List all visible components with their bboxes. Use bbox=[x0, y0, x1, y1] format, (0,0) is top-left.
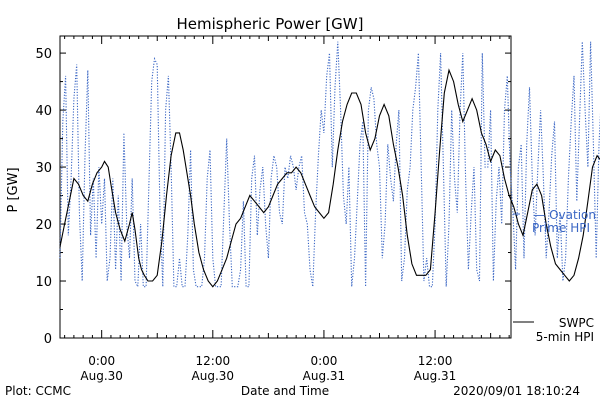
x-axis-label: Date and Time bbox=[241, 384, 329, 398]
chart-title: Hemispheric Power [GW] bbox=[177, 15, 364, 33]
ovation-prime-series-line bbox=[59, 41, 600, 288]
x-tick-time-label: 12:00 bbox=[418, 354, 453, 368]
y-tick-label: 40 bbox=[35, 104, 52, 119]
legend-ovation-line1: — Ovation bbox=[533, 208, 596, 222]
plot-credit: Plot: CCMC bbox=[5, 384, 71, 398]
series-layer bbox=[59, 41, 600, 288]
x-tick-date-label: Aug.30 bbox=[192, 369, 235, 383]
legend-swpc-line2: 5-min HPI bbox=[536, 330, 594, 344]
y-tick-label: 50 bbox=[35, 47, 52, 62]
y-tick-label: 0 bbox=[44, 332, 52, 347]
x-tick-time-label: 0:00 bbox=[88, 354, 115, 368]
axes: 010203040500:00Aug.3012:00Aug.300:00Aug.… bbox=[35, 35, 512, 383]
plot-frame bbox=[59, 35, 512, 339]
y-axis-label: P [GW] bbox=[6, 167, 21, 212]
y-tick-label: 20 bbox=[35, 218, 52, 233]
x-tick-date-label: Aug.31 bbox=[414, 369, 457, 383]
legend-ovation-line2: Prime HPI bbox=[532, 221, 590, 235]
x-tick-time-label: 12:00 bbox=[196, 354, 231, 368]
x-tick-date-label: Aug.30 bbox=[80, 369, 123, 383]
y-tick-label: 30 bbox=[35, 161, 52, 176]
x-tick-time-label: 0:00 bbox=[310, 354, 337, 368]
x-tick-date-label: Aug.31 bbox=[303, 369, 346, 383]
plot-timestamp: 2020/09/01 18:10:24 bbox=[453, 384, 580, 398]
swpc-series-line bbox=[59, 68, 600, 288]
y-tick-label: 10 bbox=[35, 275, 52, 290]
legend-swpc-line1: SWPC bbox=[559, 316, 594, 330]
